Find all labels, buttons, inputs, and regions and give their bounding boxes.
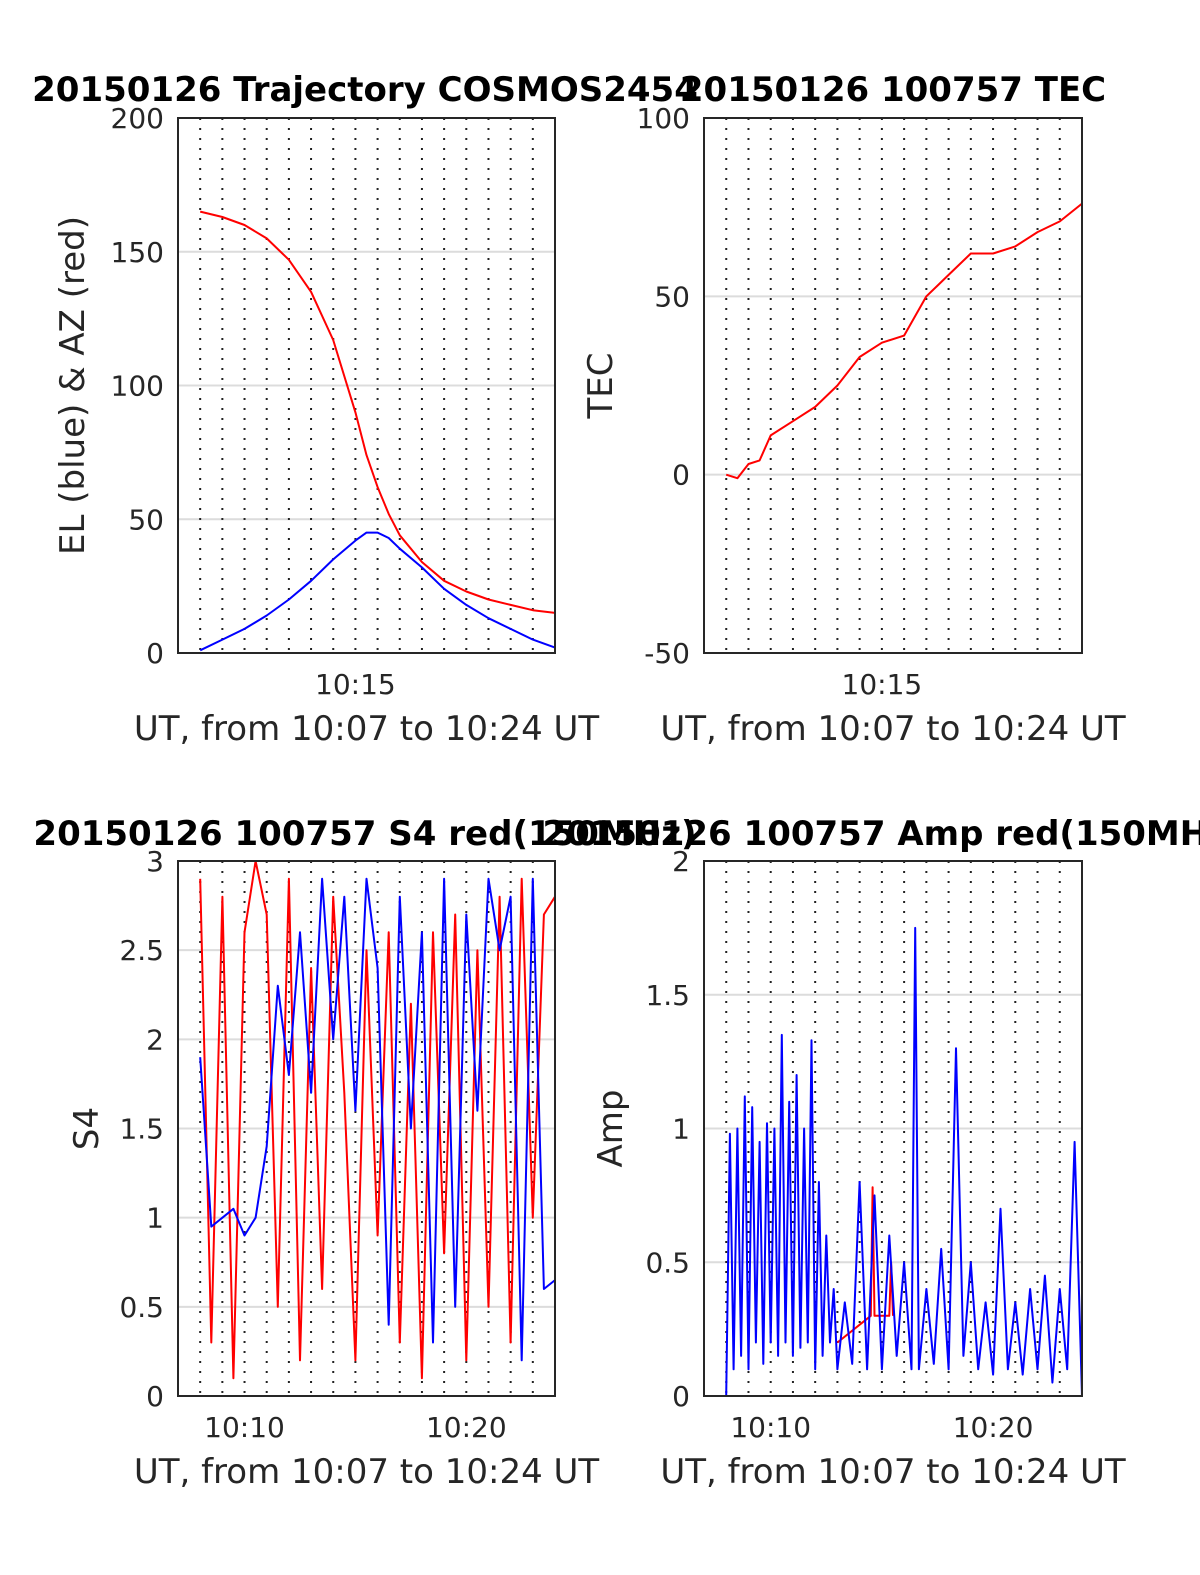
tec-series-red-line <box>725 202 1082 480</box>
s4-axes-frame <box>177 860 556 1397</box>
amp-xlabel: UT, from 10:07 to 10:24 UT <box>660 1452 1126 1492</box>
amp-xtick-label: 10:10 <box>730 1411 811 1444</box>
s4-ytick-label: 0.5 <box>119 1291 164 1324</box>
s4-ytick-label: 2 <box>146 1023 164 1056</box>
tec-axes-frame <box>703 117 1083 654</box>
tec-title: 20150126 100757 TEC <box>680 70 1106 110</box>
s4-ytick-label: 2.5 <box>119 934 164 967</box>
traj-ytick-label: 0 <box>146 637 164 670</box>
s4-xtick-label: 10:10 <box>204 1411 285 1444</box>
amp-ytick-label: 1.5 <box>645 979 690 1012</box>
s4-ylabel: S4 <box>67 1107 107 1150</box>
amp-series-blue-line <box>725 926 1082 1396</box>
amp-ytick-label: 1 <box>672 1113 690 1146</box>
amp-ytick-label: 2 <box>672 845 690 878</box>
amp-axes-frame <box>703 860 1083 1397</box>
amp-ytick-label: 0.5 <box>645 1246 690 1279</box>
traj-ytick-label: 200 <box>111 102 164 135</box>
s4-ytick-label: 0 <box>146 1380 164 1413</box>
traj-chart: 0 50 100 150 200 10:15 UT, from 10:07 to 10:24… <box>32 70 698 749</box>
amp-ylabel: Amp <box>591 1090 631 1168</box>
traj-ytick-label: 50 <box>128 503 164 536</box>
amp-ytick-label: 0 <box>672 1380 690 1413</box>
traj-axes-frame <box>177 117 556 654</box>
s4-chart: 0 0.5 1 1.5 2 2.5 3 10:10 10:20 UT, from 10:07 to… <box>33 814 696 1492</box>
traj-ytick-label: 100 <box>111 370 164 403</box>
tec-xtick-label: 10:15 <box>842 668 923 701</box>
s4-xtick-label: 10:20 <box>426 1411 507 1444</box>
tec-ytick-label: 100 <box>637 102 690 135</box>
s4-ytick-label: 1 <box>146 1202 164 1235</box>
traj-ylabel: EL (blue) & AZ (red) <box>53 216 93 555</box>
tec-ytick-label: 50 <box>654 280 690 313</box>
tec-ytick-label: 0 <box>672 459 690 492</box>
traj-ytick-label: 150 <box>111 236 164 269</box>
traj-xtick-label: 10:15 <box>315 668 396 701</box>
traj-title: 20150126 Trajectory COSMOS2454 <box>32 70 698 110</box>
s4-series-red-line <box>199 861 555 1380</box>
tec-ytick-label: -50 <box>644 637 690 670</box>
s4-xlabel: UT, from 10:07 to 10:24 UT <box>134 1452 600 1492</box>
amp-chart: 0 0.5 1 1.5 2 10:10 10:20 UT, from 10:07 to 10:… <box>542 814 1200 1492</box>
traj-series-red-line <box>199 210 555 614</box>
s4-series-blue-line <box>199 877 555 1362</box>
amp-title: 20150126 100757 Amp red(150MHz) <box>542 814 1200 854</box>
traj-series-blue-line <box>199 531 555 652</box>
tec-ylabel: TEC <box>581 353 621 420</box>
s4-title: 20150126 100757 S4 red(150MHz) <box>33 814 696 854</box>
amp-xtick-label: 10:20 <box>953 1411 1034 1444</box>
traj-xlabel: UT, from 10:07 to 10:24 UT <box>134 709 600 749</box>
s4-ytick-label: 1.5 <box>119 1113 164 1146</box>
tec-xlabel: UT, from 10:07 to 10:24 UT <box>660 709 1126 749</box>
tec-chart: -50 0 50 100 10:15 UT, from 10:07 to 10:24 UT… <box>581 70 1126 749</box>
s4-ytick-label: 3 <box>146 845 164 878</box>
